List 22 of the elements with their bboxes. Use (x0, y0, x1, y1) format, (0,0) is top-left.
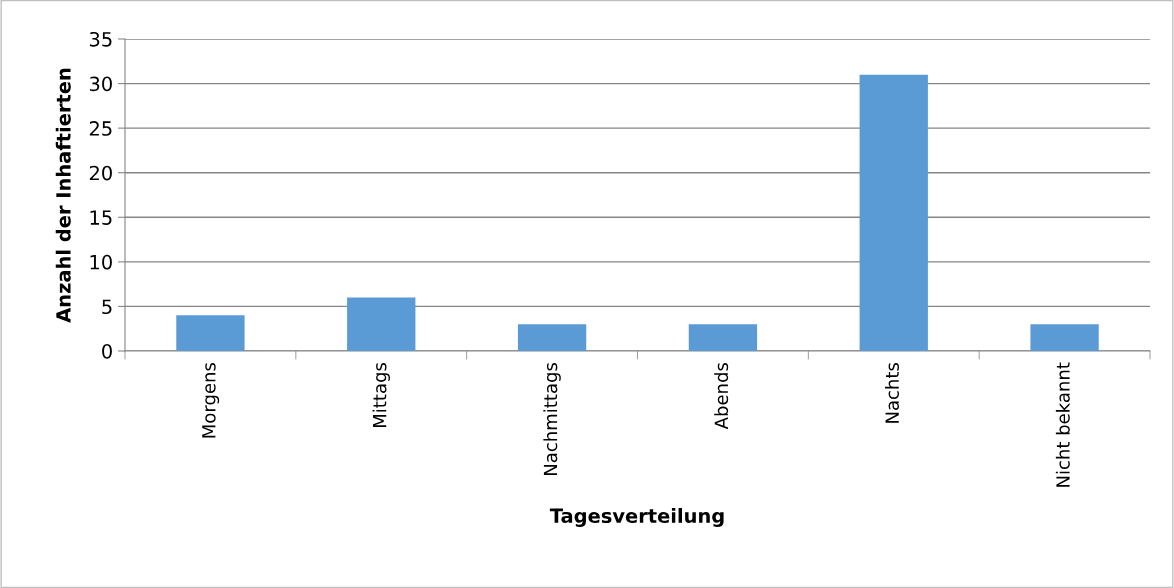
bar (1030, 324, 1099, 351)
bar (859, 74, 928, 351)
x-tick-label: Mittags (372, 362, 390, 428)
y-tick-label: 25 (89, 121, 112, 136)
y-tick-label: 10 (90, 254, 112, 270)
bar (517, 324, 587, 351)
bar (347, 297, 416, 351)
bar (176, 315, 245, 351)
x-tick-label: Nachmittags (543, 362, 561, 475)
y-tick-label: 30 (89, 76, 112, 92)
x-axis-title: Tagesverteilung (549, 508, 724, 527)
x-tick-label: Nachts (885, 362, 899, 423)
y-tick-label: 15 (90, 210, 112, 225)
y-tick-label: 5 (102, 299, 112, 315)
y-tick-label: 35 (89, 31, 112, 47)
x-tick-label: Abends (714, 362, 729, 430)
y-tick-label: 20 (89, 165, 112, 181)
x-tick-label: Nicht bekannt (1055, 362, 1070, 487)
y-axis-title: Anzahl der Inhaftierten (55, 68, 71, 323)
bar (688, 324, 758, 351)
y-tick-label: 0 (102, 343, 112, 359)
x-tick-label: Morgens (202, 362, 220, 438)
